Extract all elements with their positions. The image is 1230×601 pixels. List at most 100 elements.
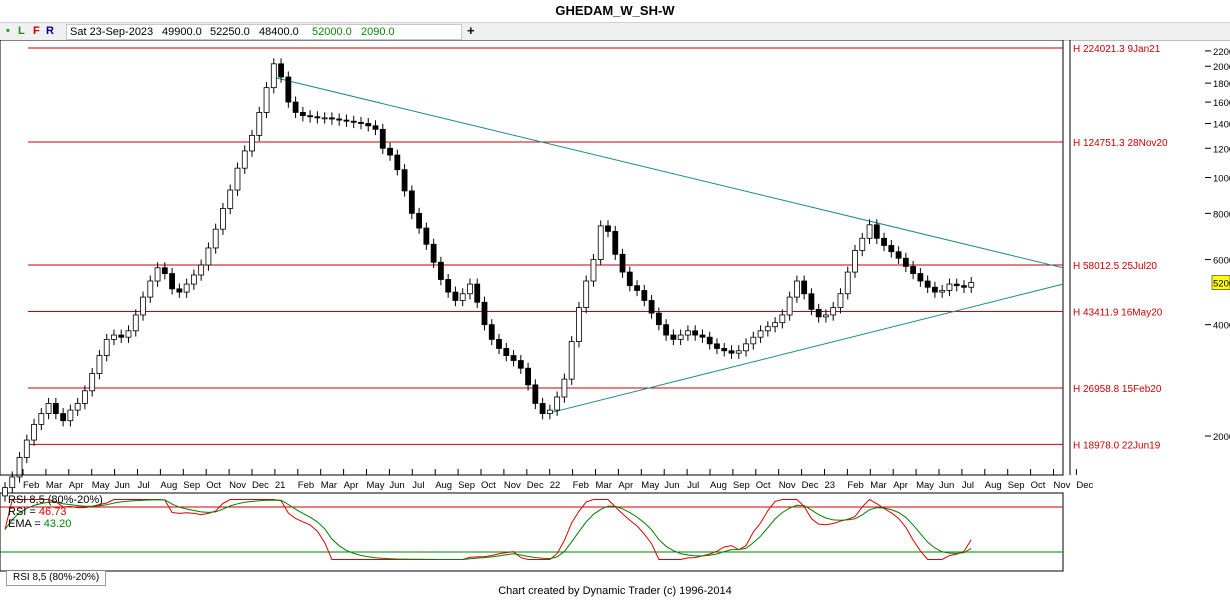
x-tick-label: Nov bbox=[1054, 480, 1071, 491]
last-price-box bbox=[1211, 275, 1230, 290]
x-tick-label: Aug bbox=[160, 480, 177, 491]
candle-body bbox=[634, 285, 640, 291]
candle-body bbox=[968, 282, 975, 288]
rsi-legend: RSI 8,5 (80%-20%) RSI = 46.73 EMA = 43.2… bbox=[8, 494, 103, 530]
candle-body bbox=[895, 251, 902, 259]
candle-body bbox=[379, 128, 386, 149]
candle-body bbox=[140, 296, 146, 316]
lower-trendline bbox=[546, 283, 1064, 415]
candle-body bbox=[285, 76, 292, 103]
candle-body bbox=[597, 225, 604, 260]
x-tick-label: Jun bbox=[115, 480, 130, 491]
candle-body bbox=[619, 253, 626, 273]
x-tick-label: Jul bbox=[138, 480, 150, 491]
candle-body bbox=[786, 296, 793, 316]
candle-body bbox=[437, 261, 444, 280]
candle-body bbox=[779, 314, 786, 324]
bar-values-field: Sat 23-Sep-2023 49900.0 52250.0 48400.0 … bbox=[66, 24, 462, 40]
x-tick-label: Mar bbox=[596, 480, 612, 491]
candle-body bbox=[815, 308, 822, 318]
candle-body bbox=[96, 355, 103, 374]
x-tick-label: Sep bbox=[458, 480, 475, 491]
candle-body bbox=[750, 336, 757, 345]
candle-body bbox=[89, 373, 96, 392]
f-button[interactable]: F bbox=[33, 25, 40, 37]
candle-body bbox=[452, 291, 459, 301]
y-tick-label: 180000.0 bbox=[1213, 79, 1230, 90]
x-tick-label: Mar bbox=[321, 480, 337, 491]
rsi-label: RSI bbox=[8, 506, 27, 518]
candle-body bbox=[561, 378, 568, 398]
x-tick-label: Sep bbox=[733, 480, 750, 491]
x-tick-label: May bbox=[367, 480, 385, 491]
candle-body bbox=[74, 403, 81, 411]
status-dot-icon: • bbox=[6, 25, 10, 37]
candle-body bbox=[430, 243, 437, 263]
x-tick-label: May bbox=[641, 480, 659, 491]
candle-body bbox=[401, 169, 408, 192]
candle-body bbox=[808, 293, 815, 310]
candle-body bbox=[241, 150, 248, 169]
price-level-label: H 58012.5 25Jul20 bbox=[1073, 261, 1157, 272]
candle-body bbox=[445, 279, 452, 293]
candle-body bbox=[161, 267, 168, 274]
candle-body bbox=[183, 283, 190, 293]
candle-body bbox=[198, 264, 205, 276]
candle-body bbox=[764, 326, 771, 332]
candle-body bbox=[147, 280, 154, 298]
candle-body bbox=[125, 330, 132, 338]
tab-rsi[interactable]: RSI 8,5 (80%-20%) bbox=[6, 571, 107, 586]
x-tick-label: 21 bbox=[275, 480, 286, 491]
candle-body bbox=[350, 120, 357, 123]
l-button[interactable]: L bbox=[18, 25, 25, 37]
ema-label: EMA bbox=[8, 518, 32, 530]
price-chart[interactable]: H 224021.3 9Jan21 H 124751.3 28Nov20 H 580… bbox=[0, 40, 1230, 585]
candle-body bbox=[852, 250, 858, 273]
candle-body bbox=[655, 312, 662, 326]
candle-body bbox=[488, 324, 495, 340]
y-tick-label: 220000.0 bbox=[1213, 47, 1230, 58]
price-level-label: H 26958.8 15Feb20 bbox=[1073, 384, 1162, 395]
footer-credit: Chart created by Dynamic Trader (c) 1996… bbox=[498, 585, 732, 597]
candle-body bbox=[685, 330, 691, 336]
candle-body bbox=[227, 189, 234, 209]
candle-body bbox=[539, 403, 546, 414]
candle-body bbox=[641, 290, 648, 301]
candle-body bbox=[234, 167, 241, 191]
x-tick-label: Feb bbox=[847, 480, 863, 491]
candle-body bbox=[387, 147, 393, 156]
x-tick-label: Jul bbox=[412, 480, 424, 491]
candle-body bbox=[481, 301, 488, 326]
candle-body bbox=[961, 285, 967, 288]
ema-line bbox=[4, 499, 972, 560]
candle-body bbox=[873, 224, 880, 239]
candle-body bbox=[772, 322, 778, 328]
candle-body bbox=[467, 283, 473, 295]
x-tick-label: Sep bbox=[183, 480, 200, 491]
ema-value: 43.20 bbox=[43, 518, 72, 530]
ema-value-row: EMA = 43.20 bbox=[8, 518, 72, 530]
candle-body bbox=[714, 343, 720, 349]
rsi-value-row: RSI = 46.73 bbox=[8, 506, 67, 518]
x-tick-label: May bbox=[916, 480, 934, 491]
candle-body bbox=[358, 121, 364, 124]
r-button[interactable]: R bbox=[46, 25, 54, 37]
candle-body bbox=[82, 390, 88, 404]
x-tick-label: Jul bbox=[687, 480, 699, 491]
candle-body bbox=[801, 280, 808, 295]
candle-body bbox=[924, 280, 931, 288]
x-tick-label: Dec bbox=[252, 480, 269, 491]
candle-body bbox=[757, 330, 764, 338]
candle-body bbox=[9, 476, 16, 489]
candle-body bbox=[365, 123, 372, 127]
candle-body bbox=[910, 266, 917, 274]
candle-body bbox=[568, 341, 575, 380]
add-plus-icon[interactable]: + bbox=[467, 23, 475, 38]
candle-body bbox=[67, 409, 74, 422]
candles bbox=[2, 58, 975, 502]
candle-body bbox=[45, 403, 52, 414]
candle-body bbox=[307, 115, 314, 118]
x-tick-label: Oct bbox=[206, 480, 221, 491]
candle-body bbox=[176, 288, 183, 293]
candle-body bbox=[212, 228, 219, 249]
